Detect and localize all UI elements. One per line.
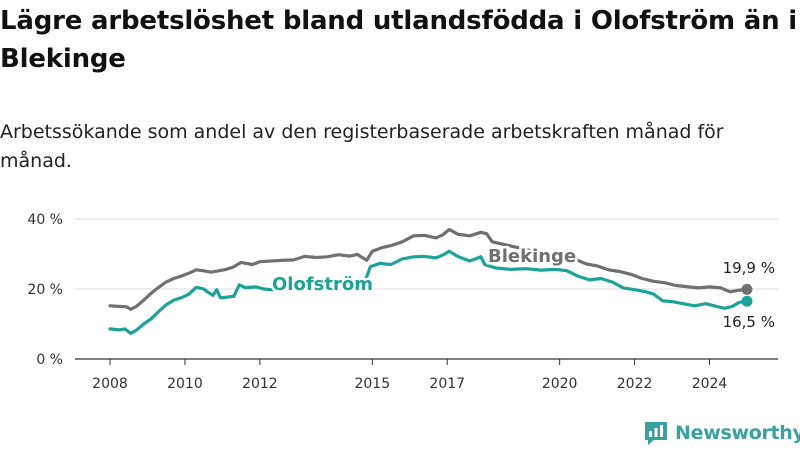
grid-lines: [75, 218, 778, 360]
chart-title: Lägre arbetslöshet bland utlandsfödda i …: [0, 6, 797, 74]
x-axis-ticks: 2008 2010 2012 2015 2017 2020 2022 2024: [92, 359, 727, 392]
x-tick-label: 2017: [429, 376, 465, 392]
y-tick-label: 40 %: [27, 212, 63, 228]
x-tick-label: 2024: [692, 376, 728, 392]
chart-subtitle: Arbetssökande som andel av den registerb…: [0, 121, 724, 172]
newsworthy-logo-icon: [645, 422, 667, 445]
series-line-blekinge: [108, 227, 749, 311]
y-tick-label: 0 %: [36, 352, 63, 368]
end-value-label-olofstrom: 16,5 %: [723, 313, 775, 331]
y-axis-tick-labels: 0 % 20 % 40 %: [27, 212, 63, 368]
x-tick-label: 2020: [542, 376, 578, 392]
x-tick-label: 2008: [92, 376, 128, 392]
brand-name: Newsworthy: [675, 422, 800, 444]
x-tick-label: 2015: [354, 376, 390, 392]
end-marker-olofstrom: [741, 295, 753, 307]
series-label-olofstrom: Olofström: [272, 274, 373, 295]
newsworthy-brand: Newsworthy: [644, 418, 800, 448]
x-tick-label: 2012: [242, 376, 278, 392]
x-tick-label: 2010: [167, 376, 203, 392]
x-tick-label: 2022: [617, 376, 653, 392]
series-label-blekinge: Blekinge: [488, 246, 576, 267]
end-value-label-blekinge: 19,9 %: [723, 259, 775, 277]
end-marker-blekinge: [741, 283, 753, 295]
series-labels: Blekinge Olofström 19,9 % 16,5 %: [270, 244, 776, 332]
series-line-olofstrom: [108, 249, 749, 335]
y-tick-label: 20 %: [27, 282, 63, 298]
series-lines: [108, 227, 753, 335]
